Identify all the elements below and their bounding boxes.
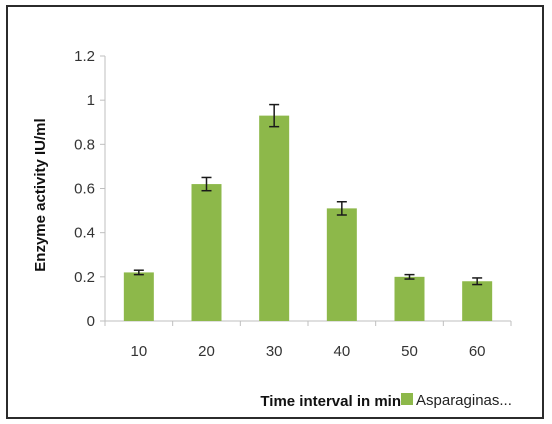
bar [394, 276, 425, 321]
bar [259, 115, 290, 321]
y-tick-label: 1.2 [74, 48, 95, 65]
chart-frame: Enzyme activity IU/ml 0 0.2 0.4 0.6 0.8 1 1.2 1… [6, 5, 544, 419]
y-tick-label: 1 [87, 92, 95, 109]
x-axis-title: Time interval in min [260, 393, 401, 410]
x-tick-label: 60 [469, 343, 486, 360]
x-tick-label: 50 [401, 343, 418, 360]
x-tick-label: 30 [266, 343, 283, 360]
y-axis-title: Enzyme activity IU/ml [32, 118, 49, 271]
plot-area: 0 0.2 0.4 0.6 0.8 1 1.2 10 20 30 40 50 60 [74, 48, 512, 360]
y-tick-label: 0.2 [74, 269, 95, 286]
bar [462, 281, 493, 321]
bar [191, 184, 222, 321]
y-tick-label: 0 [87, 313, 95, 330]
legend-swatch [401, 393, 413, 405]
y-tick-label: 0.8 [74, 136, 95, 153]
bar [326, 208, 357, 321]
y-tick-label: 0.6 [74, 181, 95, 198]
y-tick-label: 0.4 [74, 225, 95, 242]
bar-chart: Enzyme activity IU/ml 0 0.2 0.4 0.6 0.8 1 1.2 1… [32, 48, 512, 410]
bar [123, 272, 154, 321]
x-tick-label: 20 [198, 343, 215, 360]
y-axis-title-group: Enzyme activity IU/ml [32, 118, 49, 271]
x-tick-label: 40 [333, 343, 350, 360]
x-tick-label: 10 [130, 343, 147, 360]
legend-label: Asparaginas... [416, 392, 512, 409]
